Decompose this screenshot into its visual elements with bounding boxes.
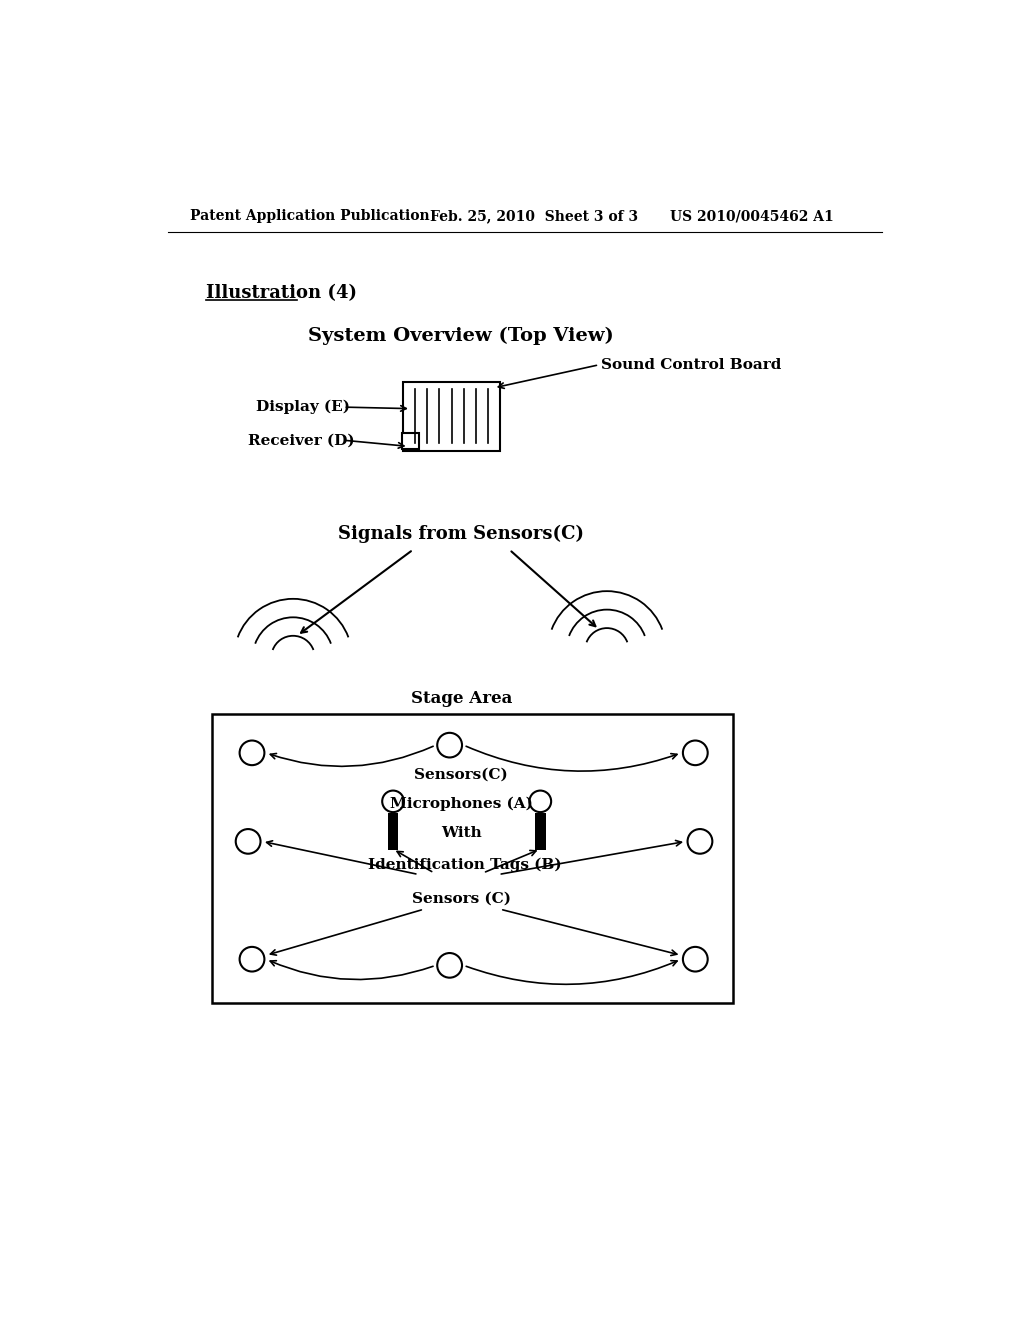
Text: Stage Area: Stage Area xyxy=(411,690,512,708)
Bar xyxy=(535,813,546,850)
Text: Microphones (A): Microphones (A) xyxy=(390,796,532,810)
Text: Illustration (4): Illustration (4) xyxy=(206,284,356,302)
Text: Display (E): Display (E) xyxy=(256,400,350,414)
Text: Sensors (C): Sensors (C) xyxy=(412,892,511,906)
Bar xyxy=(401,433,419,449)
Text: System Overview (Top View): System Overview (Top View) xyxy=(308,326,614,345)
Text: US 2010/0045462 A1: US 2010/0045462 A1 xyxy=(671,209,835,223)
Text: Identification Tags (B): Identification Tags (B) xyxy=(369,858,562,873)
Bar xyxy=(388,813,398,850)
Text: Feb. 25, 2010  Sheet 3 of 3: Feb. 25, 2010 Sheet 3 of 3 xyxy=(430,209,638,223)
Text: Receiver (D): Receiver (D) xyxy=(248,433,354,447)
Text: With: With xyxy=(441,826,481,840)
Text: Patent Application Publication: Patent Application Publication xyxy=(190,209,430,223)
Text: Signals from Sensors(C): Signals from Sensors(C) xyxy=(338,525,585,544)
Text: Sensors(C): Sensors(C) xyxy=(415,767,508,781)
Bar xyxy=(212,714,732,1003)
Text: Sound Control Board: Sound Control Board xyxy=(601,358,781,372)
Bar xyxy=(403,381,500,451)
